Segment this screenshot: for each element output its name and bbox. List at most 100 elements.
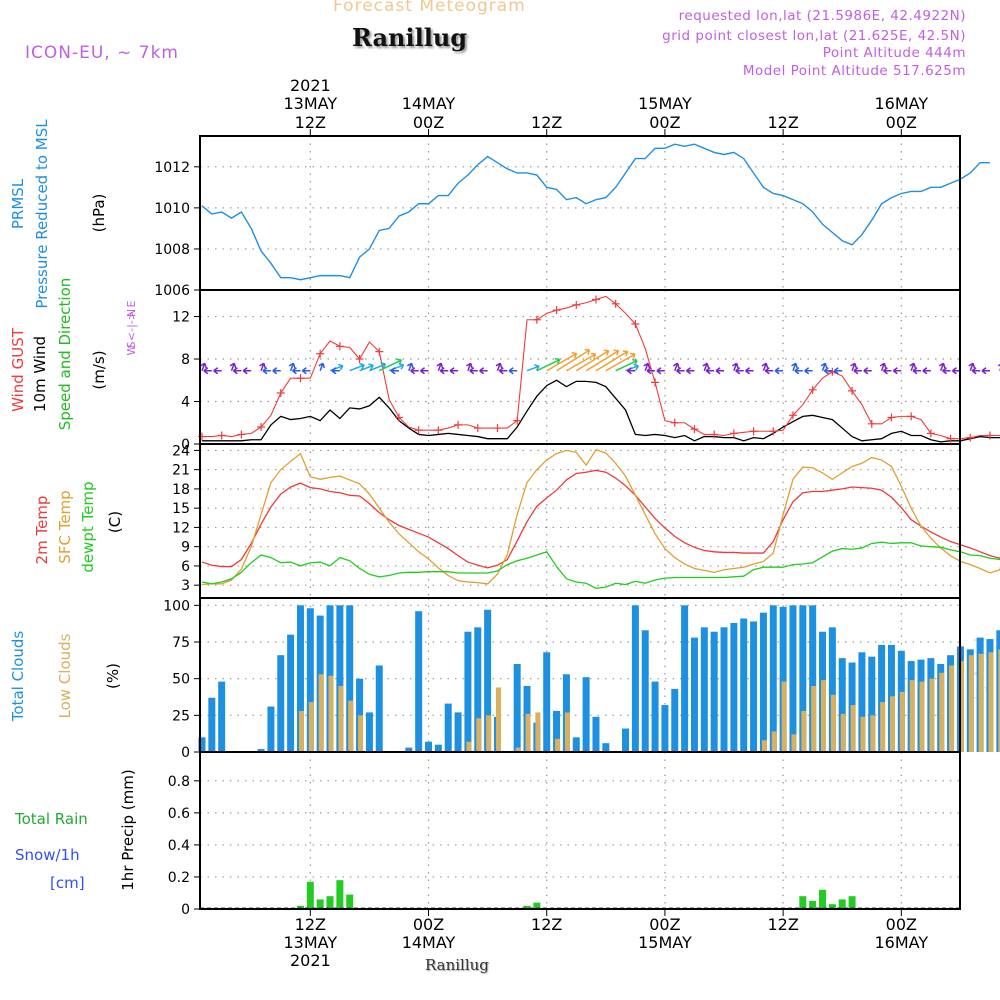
wind-speed-direction-label: Speed and Direction xyxy=(56,278,74,431)
wind-direction-arrow xyxy=(745,367,754,375)
top-date-label: 14MAY xyxy=(402,94,456,113)
low-cloud-bar xyxy=(929,678,935,752)
snow-label: Snow/1h xyxy=(15,846,80,864)
y-tick-label: 6 xyxy=(181,559,190,575)
y-tick-label: 0.6 xyxy=(168,806,190,822)
compass-west-east: W <-|-> E xyxy=(125,301,138,356)
gust-marker xyxy=(276,389,285,398)
total-cloud-bar xyxy=(779,606,787,752)
gust-marker xyxy=(434,426,443,435)
total-cloud-bar xyxy=(198,737,206,752)
total-cloud-bar xyxy=(838,658,846,752)
wind-direction-arrow xyxy=(968,362,976,371)
gust-marker xyxy=(552,306,561,315)
wind-direction-arrow xyxy=(200,362,207,371)
total-cloud-bar xyxy=(405,747,413,752)
total-cloud-bar xyxy=(681,605,689,752)
gust-marker xyxy=(611,299,620,308)
total-cloud-bar xyxy=(602,743,610,752)
wind-direction-arrow xyxy=(292,367,301,375)
top-date-label: 16MAY xyxy=(874,94,928,113)
footer-location: Ranillug xyxy=(425,956,489,974)
dewpt-temp-label: dewpt Temp xyxy=(79,481,97,572)
top-time-label: 12Z xyxy=(531,113,562,132)
total-cloud-bar xyxy=(740,618,748,752)
y-tick-label: 0 xyxy=(181,745,190,761)
wind-direction-arrow xyxy=(823,367,833,375)
total-cloud-bar xyxy=(759,612,767,752)
rain-bar xyxy=(533,902,541,909)
wind-direction-arrow xyxy=(410,367,419,375)
low-cloud-bar xyxy=(949,665,955,752)
wind-direction-arrow xyxy=(981,367,990,375)
wind-direction-arrow xyxy=(764,367,774,375)
wind-direction-arrow xyxy=(369,362,387,372)
clouds-unit-label: (%) xyxy=(104,663,122,689)
gust-marker xyxy=(316,349,325,358)
y-tick-label: 0 xyxy=(181,902,190,918)
point-altitude: Point Altitude 444m xyxy=(822,45,966,61)
low-cloud-bar xyxy=(850,705,856,752)
low-cloud-bar xyxy=(515,747,521,752)
wind-direction-arrow xyxy=(331,367,340,375)
wind-gust-label: Wind GUST xyxy=(9,327,27,412)
wind-direction-arrow xyxy=(853,367,862,375)
rain-bar xyxy=(809,900,817,909)
gust-marker xyxy=(729,429,738,438)
temp-2m-line xyxy=(201,469,1000,569)
panel-frame-pressure xyxy=(199,135,961,291)
wind-direction-arrow xyxy=(262,367,271,375)
gust-marker xyxy=(867,419,876,428)
total-cloud-bar xyxy=(553,710,561,752)
y-tick-label: 1008 xyxy=(154,242,190,258)
y-tick-label: 8 xyxy=(181,352,190,368)
requested-coords: requested lon,lat (21.5986E, 42.4922N) xyxy=(678,8,966,24)
y-tick-label: 0.2 xyxy=(168,870,190,886)
wind-direction-arrow xyxy=(971,367,981,375)
wind-direction-arrow xyxy=(439,367,449,375)
compass-north: N xyxy=(125,309,138,317)
wind-direction-arrow xyxy=(879,362,887,371)
wind-speed-line xyxy=(201,379,1000,443)
wind-unit-label: (m/s) xyxy=(90,350,108,389)
total-cloud-bar xyxy=(878,644,886,752)
wind-direction-arrow xyxy=(791,362,798,371)
bottom-time-label: 00Z xyxy=(413,915,444,934)
low-cloud-bar xyxy=(830,694,836,752)
wind-direction-arrow xyxy=(349,362,365,372)
gust-marker xyxy=(848,386,857,395)
y-tick-label: 0 xyxy=(181,437,190,453)
rain-bar xyxy=(326,896,334,909)
total-cloud-bar xyxy=(651,681,659,752)
pressure-line xyxy=(201,143,990,281)
top-date-label: 15MAY xyxy=(638,94,692,113)
y-tick-label: 12 xyxy=(172,310,190,326)
low-cloud-bar xyxy=(348,700,354,752)
total-cloud-bar xyxy=(365,712,373,752)
wind-direction-arrow xyxy=(715,367,725,375)
wind-direction-arrow xyxy=(546,352,578,372)
gust-marker xyxy=(926,429,935,438)
wind-direction-arrow xyxy=(213,367,222,375)
gust-marker xyxy=(572,300,581,309)
total-cloud-bar xyxy=(513,664,521,752)
y-tick-label: 75 xyxy=(172,635,190,651)
wind-direction-arrow xyxy=(850,362,857,371)
wind-direction-arrow xyxy=(705,367,715,375)
low-cloud-bar xyxy=(860,716,866,752)
wind-direction-arrow xyxy=(466,362,473,371)
low-cloud-bar xyxy=(870,715,876,752)
low-cloud-bar xyxy=(801,710,807,752)
total-cloud-bar xyxy=(592,716,600,752)
wind-direction-arrow xyxy=(702,362,710,371)
total-cloud-bar xyxy=(346,605,354,752)
wind-direction-arrow xyxy=(272,367,281,375)
y-tick-label: 1006 xyxy=(154,283,190,299)
panel-frame-wind xyxy=(199,289,961,445)
y-tick-label: 100 xyxy=(163,598,190,614)
gust-marker xyxy=(217,431,226,440)
wind-direction-arrow xyxy=(359,363,374,372)
low-cloud-bar xyxy=(308,702,314,752)
model-name: ICON-EU, ~ 7km xyxy=(25,43,179,63)
total-cloud-bar xyxy=(996,630,1000,752)
